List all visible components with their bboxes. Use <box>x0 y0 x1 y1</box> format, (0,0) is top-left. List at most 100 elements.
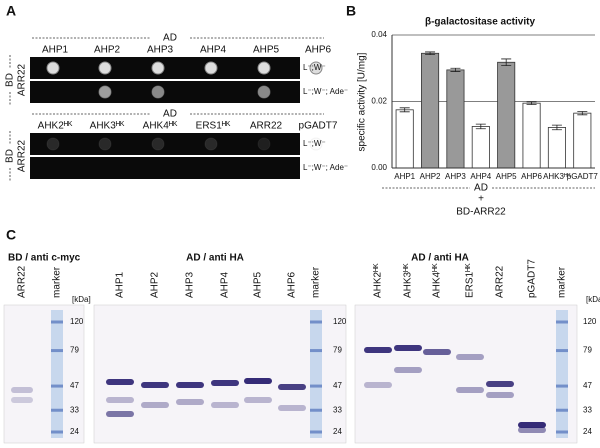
protein-band <box>486 392 514 398</box>
lane-label: AHK4ᴴᴷ <box>432 263 443 298</box>
condition-label: L⁻;W⁻ <box>303 63 326 72</box>
bar <box>573 112 592 169</box>
lane-label: AHP6 <box>287 271 298 298</box>
panel-label: A <box>6 3 16 19</box>
marker-band <box>556 408 568 412</box>
protein-band <box>176 382 204 388</box>
yeast-spot <box>257 61 271 75</box>
bar <box>471 126 490 169</box>
bar <box>446 69 465 169</box>
marker-band <box>310 349 322 353</box>
protein-band <box>394 367 422 373</box>
column-label: ARR22 <box>250 121 283 132</box>
protein-band <box>106 411 134 417</box>
y-tick-label: 0.00 <box>371 163 387 172</box>
marker-band <box>310 408 322 412</box>
error-bar <box>399 107 410 113</box>
lane-label: AHP5 <box>253 271 264 298</box>
protein-band <box>141 402 169 408</box>
protein-band <box>211 402 239 408</box>
yeast-spot <box>151 137 165 151</box>
marker-kda: 47 <box>333 381 342 390</box>
yeast-spot <box>309 61 323 75</box>
marker-band <box>310 320 322 324</box>
bar <box>421 52 440 169</box>
protein-band <box>278 384 306 390</box>
marker-kda: 79 <box>70 346 79 355</box>
column-label: AHP3 <box>147 45 174 56</box>
x-tick-label: pGADT7 <box>567 172 599 181</box>
yeast-spot <box>46 137 60 151</box>
lane-label: marker <box>311 266 322 298</box>
yeast-spot <box>151 85 165 99</box>
marker-band <box>556 349 568 353</box>
column-label: AHK3ᴴᴷ <box>90 121 125 132</box>
protein-band <box>518 427 546 433</box>
marker-kda: 79 <box>583 346 592 355</box>
lane-label: AHP2 <box>150 271 161 298</box>
marker-kda: 120 <box>583 317 597 326</box>
protein-band <box>364 347 392 353</box>
marker-lane <box>310 310 322 438</box>
x-tick-label: AHP3 <box>445 172 466 181</box>
protein-band <box>394 345 422 351</box>
growth-strip <box>30 57 300 79</box>
x-tick-label: AHP5 <box>496 172 517 181</box>
yeast-spot <box>98 85 112 99</box>
protein-band <box>211 380 239 386</box>
growth-strip <box>30 81 300 103</box>
x-tick-label: AHP4 <box>470 172 491 181</box>
protein-band <box>106 397 134 403</box>
condition-label: L⁻;W⁻; Ade⁻ <box>303 163 348 172</box>
column-label: AHP4 <box>200 45 227 56</box>
column-label: AHK4ᴴᴷ <box>143 121 178 132</box>
bait-label: ARR22 <box>17 63 28 96</box>
chart-title: β-galactositase activity <box>425 17 535 28</box>
lane-label: ARR22 <box>17 265 28 298</box>
yeast-spot <box>151 61 165 75</box>
marker-kda: 120 <box>70 317 84 326</box>
marker-lane <box>51 310 63 438</box>
yeast-spot <box>98 137 112 151</box>
protein-band <box>364 382 392 388</box>
marker-kda: 47 <box>70 381 79 390</box>
bar <box>497 61 516 169</box>
protein-band <box>11 387 33 393</box>
column-label: ERS1ᴴᴷ <box>196 121 231 132</box>
lane-label: marker <box>557 266 568 298</box>
yeast-spot <box>46 61 60 75</box>
kda-unit: [kDa] <box>586 295 600 304</box>
protein-band <box>518 422 546 428</box>
column-label: AHP2 <box>94 45 121 56</box>
marker-kda: 24 <box>70 427 79 436</box>
yeast-spot <box>204 61 218 75</box>
x-bait-label: BD-ARR22 <box>456 207 506 218</box>
x-joiner: + <box>478 194 484 205</box>
protein-band <box>244 397 272 403</box>
column-label: AHP1 <box>42 45 69 56</box>
x-tick-label: AHP2 <box>420 172 441 181</box>
marker-band <box>51 408 63 412</box>
bd-label: BD <box>5 149 16 163</box>
blot-membrane <box>93 304 347 444</box>
ad-label: AD <box>163 33 177 44</box>
protein-band <box>456 387 484 393</box>
marker-lane <box>556 310 568 438</box>
error-bar <box>425 51 436 56</box>
blot-title: AD / anti HA <box>186 253 244 264</box>
x-group-label: AD <box>474 183 488 194</box>
marker-kda: 120 <box>333 317 347 326</box>
marker-kda: 47 <box>583 381 592 390</box>
protein-band <box>278 405 306 411</box>
lane-label: marker <box>52 266 63 298</box>
yeast-spot <box>309 137 323 151</box>
lane-label: pGADT7 <box>527 259 538 298</box>
error-bar <box>475 123 486 130</box>
blot-title: AD / anti HA <box>411 253 469 264</box>
marker-band <box>51 384 63 388</box>
y-tick-label: 0.02 <box>371 97 387 106</box>
marker-kda: 33 <box>333 405 342 414</box>
bait-label: ARR22 <box>17 139 28 172</box>
marker-band <box>556 430 568 434</box>
